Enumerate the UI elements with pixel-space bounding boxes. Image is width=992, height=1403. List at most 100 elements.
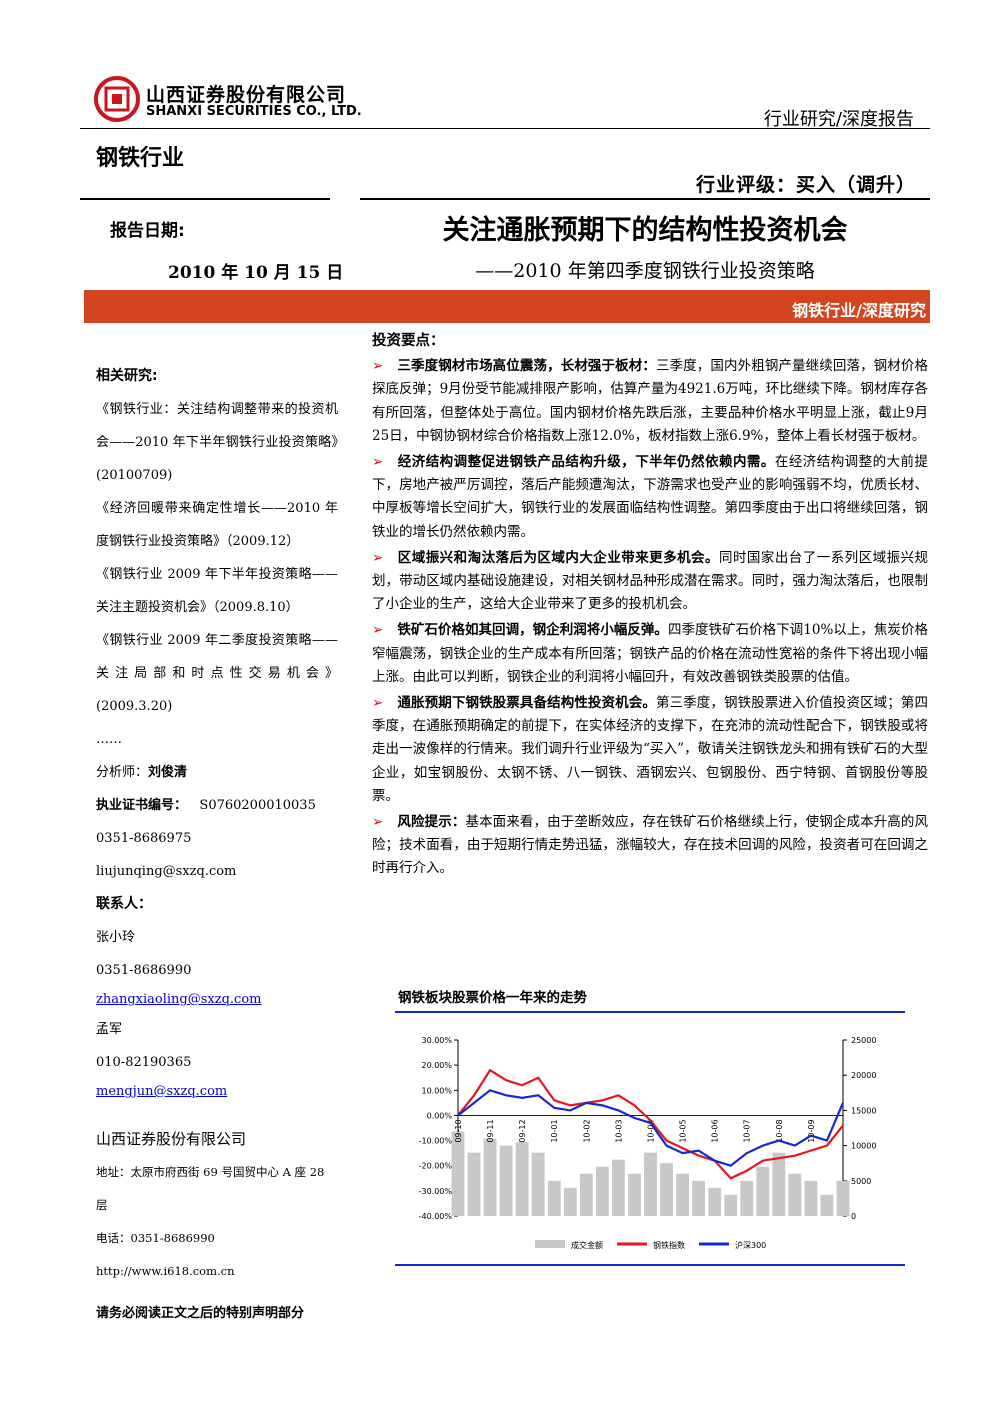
volume-bar — [628, 1173, 641, 1216]
volume-bar — [708, 1187, 722, 1216]
volume-bar — [563, 1187, 577, 1216]
bullet-lead: 区域振兴和淘汰落后为区域内大企业带来更多机会。 — [397, 549, 719, 566]
subtitle: ——2010 年第四季度钢铁行业投资策略 — [475, 260, 815, 282]
y-tick-label: 10.00% — [421, 1086, 452, 1095]
bullet-text: 基本面来看，由于垄断效应，存在铁矿石价格继续上行，使钢企成本升高的风险；技术面看… — [372, 814, 929, 877]
legend-swatch — [535, 1240, 565, 1248]
contact-phone: 010-82190365 — [96, 1055, 192, 1070]
x-tick-label: 09-12 — [518, 1119, 527, 1142]
volume-bar — [579, 1173, 593, 1216]
phone: 0351-8686975 — [96, 831, 192, 846]
volume-bar — [804, 1180, 818, 1216]
volume-bar — [644, 1152, 657, 1216]
volume-bar — [531, 1152, 545, 1216]
y2-tick-label: 10000 — [851, 1142, 876, 1151]
bullet: 区域振兴和淘汰落后为区域内大企业带来更多机会。同时国家出台了一系列区域振兴规划，… — [372, 547, 928, 617]
related-item: 《钢铁行业 2009 年下半年投资策略——关注主题投资机会》（2009.8.10… — [96, 567, 338, 615]
volume-bar — [740, 1180, 754, 1216]
analyst: 分析师：刘俊清 — [96, 756, 338, 789]
x-tick-label: 10-04 — [647, 1119, 656, 1142]
bullet: 风险提示：基本面来看，由于垄断效应，存在铁矿石价格继续上行，使钢企成本升高的风险… — [372, 811, 928, 881]
volume-bar — [483, 1138, 497, 1216]
phone: 电话：0351-8686990 — [96, 1231, 215, 1245]
report-date: 2010 年 10 月 15 日 — [168, 263, 344, 283]
heading: 投资要点： — [372, 333, 445, 349]
volume-bar — [547, 1180, 561, 1216]
volume-bar — [499, 1145, 513, 1216]
bullet-text: 同时国家出台了一系列区域振兴规划，带动区域内基础设施建设，对相关钢材品种形成潜在… — [372, 549, 929, 613]
chart-title: 钢铁板块股票价格一年来的走势 — [398, 990, 587, 1006]
line — [457, 1068, 844, 1180]
date-label: 报告日期: — [110, 221, 185, 241]
x-tick-label: 10-05 — [679, 1119, 688, 1142]
bullet-lead: 风险提示： — [397, 814, 466, 831]
related-item: 《钢铁行业：关注结构调整带来的投资机会——2010 年下半年钢铁行业投资策略》(… — [96, 402, 338, 483]
company-cn: 山西证券股份有限公司 — [146, 84, 347, 106]
y2-tick-label: 5000 — [851, 1177, 871, 1186]
contact-name: 张小玲 — [96, 930, 136, 945]
x-tick-label: 10-03 — [614, 1119, 623, 1142]
y-tick-label: 20.00% — [421, 1061, 452, 1070]
bullets: 三季度钢材市场高位震荡，长材强于板材：三季度，国内外粗钢产量继续回落，钢材价格探… — [372, 355, 928, 880]
industry: 钢铁行业 — [96, 146, 185, 171]
legend-label: 成交金额 — [571, 1240, 603, 1250]
x-tick-label: 10-09 — [807, 1119, 816, 1142]
legend-label: 沪深300 — [735, 1240, 766, 1250]
rule — [80, 128, 930, 129]
bullet-text: 第三季度，钢铁股票进入价值投资区域；第四季度，在通胀预期确定的前提下，在实体经济… — [372, 695, 929, 804]
bullet-lead: 通胀预期下钢铁股票具备结构性投资机会。 — [397, 695, 656, 712]
y-tick-label: -40.00% — [419, 1212, 453, 1221]
y2-tick-label: 25000 — [851, 1036, 876, 1045]
cert: 执业证书编号： S0760200010035 — [96, 789, 338, 822]
contacts-title: 联系人： — [96, 896, 152, 912]
volume-bar — [595, 1166, 609, 1216]
volume-bar — [660, 1163, 673, 1216]
volume-bar — [724, 1194, 738, 1216]
x-tick-label: 10-02 — [582, 1119, 591, 1142]
bullet-lead: 铁矿石价格如其回调，钢企利润将小幅反弹。 — [397, 622, 668, 639]
volume-bar — [515, 1142, 529, 1216]
bullet-text: 在经济结构调整的大前提下，房地产被严厉调控，落后产能频遭淘汰，下游需求也受产业的… — [372, 454, 929, 540]
title: 关注通胀预期下的结构性投资机会 — [442, 215, 848, 246]
contacts: 张小玲 0351-8686990 zhangxiaoling@sxzq.com 孟军 0… — [96, 921, 338, 1105]
x-tick-label: 09-10 — [454, 1119, 463, 1142]
label: 分析师： — [96, 765, 149, 780]
x-tick-label: 10-08 — [775, 1119, 784, 1142]
bullet: 经济结构调整促进钢铁产品结构升级，下半年仍然依赖内需。在经济结构调整的大前提下，… — [372, 451, 928, 544]
volume-bar — [788, 1173, 802, 1216]
company-en: SHANXI SECURITIES CO., LTD. — [146, 104, 362, 119]
contact-name: 孟军 — [96, 1022, 123, 1037]
bullet-text: 三季度，国内外粗钢产量继续回落，钢材价格探底反弹；9月份受节能减排限产影响，估算… — [372, 358, 929, 444]
bullet: 通胀预期下钢铁股票具备结构性投资机会。第三季度，钢铁股票进入价值投资区域；第四季… — [372, 692, 928, 808]
volume-bar — [756, 1166, 770, 1216]
rule — [360, 198, 930, 200]
company: 山西证券股份有限公司 — [96, 1130, 247, 1148]
bullet-lead: 三季度钢材市场高位震荡，长材强于板材： — [397, 358, 656, 375]
x-tick-label: 09-11 — [486, 1119, 495, 1142]
related-title: 相关研究: — [96, 368, 158, 384]
related-item: …… — [96, 732, 122, 747]
x-tick-label: 10-07 — [743, 1119, 752, 1142]
y-tick-label: -30.00% — [419, 1187, 453, 1196]
volume-bar — [772, 1152, 786, 1216]
volume-bar — [467, 1152, 481, 1216]
related-list: 《钢铁行业：关注结构调整带来的投资机会——2010 年下半年钢铁行业投资策略》(… — [96, 393, 338, 756]
volume-bar — [612, 1159, 625, 1216]
legend-label: 钢铁指数 — [653, 1240, 685, 1250]
rating: 行业评级：买入（调升） — [695, 174, 916, 196]
volume-bar — [692, 1180, 706, 1216]
contact-email: mengjun@sxzq.com — [96, 1084, 228, 1099]
volume-bar — [836, 1180, 850, 1216]
logo — [94, 76, 140, 122]
address: 地址：太原市府西街 69 号国贸中心 A 座 28 层 — [96, 1165, 325, 1212]
volume-bar — [451, 1131, 465, 1216]
y-tick-label: 0.00% — [427, 1111, 453, 1120]
report-type: 行业研究/深度报告 — [763, 109, 914, 130]
line — [457, 1089, 845, 1167]
volume-bar — [676, 1173, 689, 1216]
banner — [84, 290, 930, 323]
bullet-lead: 经济结构调整促进钢铁产品结构升级，下半年仍然依赖内需。 — [397, 454, 775, 471]
label: 执业证书编号： — [96, 798, 188, 813]
x-tick-label: 10-06 — [711, 1119, 720, 1142]
